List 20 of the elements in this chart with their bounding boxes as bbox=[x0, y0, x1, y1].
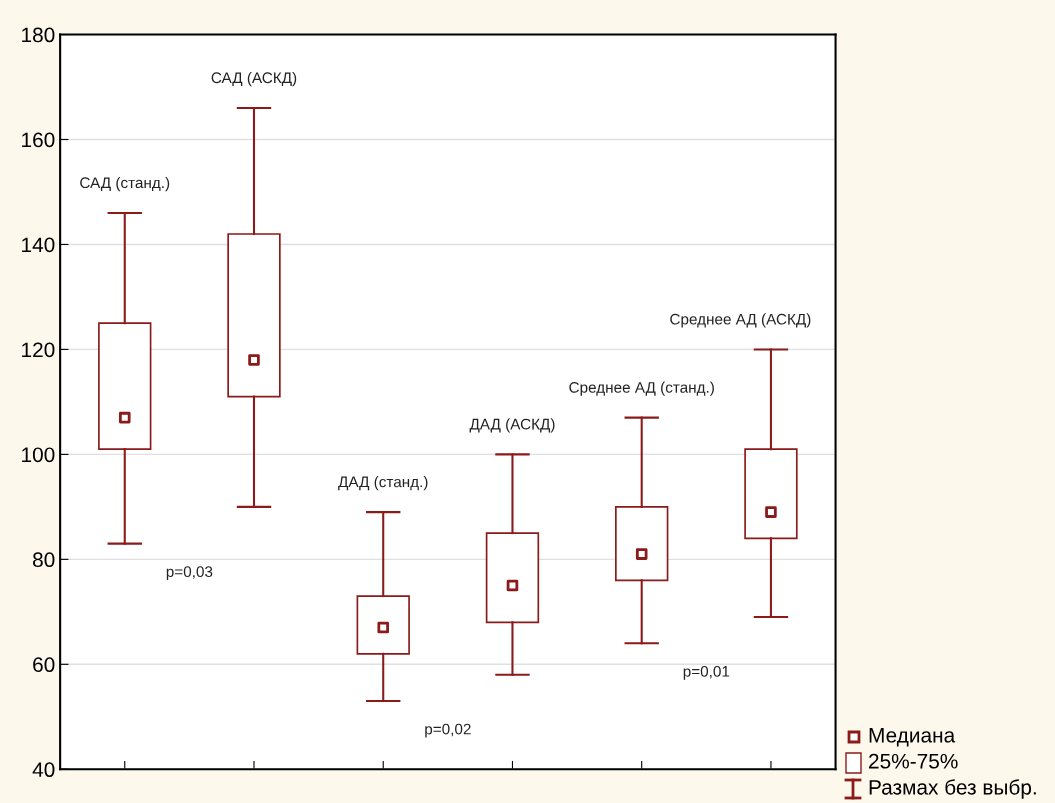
y-tick-label: 160 bbox=[22, 132, 55, 148]
text: 25%-75% bbox=[869, 753, 958, 769]
annotation: p=0,01 bbox=[683, 665, 730, 680]
annotation: САД (станд.) bbox=[80, 176, 170, 192]
y-tick-label: 120 bbox=[22, 342, 55, 358]
text: Медиана bbox=[869, 728, 956, 747]
annotation: САД (АСКД) bbox=[211, 71, 297, 87]
y-tick-label: 60 bbox=[33, 657, 55, 673]
y-tick-label: 100 bbox=[22, 447, 55, 463]
annotation: ДАД (АСКД) bbox=[469, 418, 555, 433]
annotation: p=0,02 bbox=[425, 723, 471, 738]
annotation: Среднее АД (станд.) bbox=[569, 381, 714, 396]
text: Размах без выбр. bbox=[869, 779, 1036, 799]
y-tick-label: 80 bbox=[33, 552, 55, 568]
annotation: ДАД (станд.) bbox=[338, 476, 428, 491]
y-tick-label: 40 bbox=[32, 762, 55, 778]
y-tick-label: 140 bbox=[22, 237, 55, 253]
y-tick-label: 180 bbox=[22, 27, 55, 43]
annotation: p=0,03 bbox=[166, 566, 213, 581]
annotation: Среднее АД (АСКД) bbox=[670, 313, 811, 328]
